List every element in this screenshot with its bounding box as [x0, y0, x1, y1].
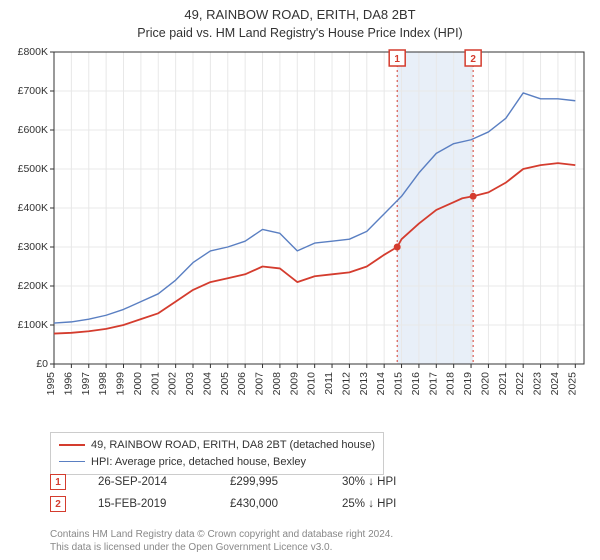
marker-date: 26-SEP-2014	[98, 476, 198, 488]
marker-badge: 1	[50, 474, 66, 490]
svg-text:£300K: £300K	[18, 241, 48, 253]
svg-text:2022: 2022	[514, 372, 526, 396]
svg-text:2002: 2002	[167, 372, 179, 396]
svg-text:2005: 2005	[219, 372, 231, 396]
marker-date: 15-FEB-2019	[98, 498, 198, 510]
svg-text:2003: 2003	[184, 372, 196, 396]
svg-text:2012: 2012	[340, 372, 352, 396]
svg-text:2016: 2016	[410, 372, 422, 396]
footnote: Contains HM Land Registry data © Crown c…	[50, 528, 393, 554]
svg-text:1995: 1995	[45, 372, 57, 396]
svg-text:2006: 2006	[236, 372, 248, 396]
legend-item: 49, RAINBOW ROAD, ERITH, DA8 2BT (detach…	[59, 437, 375, 454]
svg-text:2011: 2011	[323, 372, 335, 395]
svg-text:2: 2	[470, 54, 476, 65]
chart-subtitle: Price paid vs. HM Land Registry's House …	[0, 24, 600, 40]
svg-text:2017: 2017	[427, 372, 439, 396]
sale-markers-table: 1 26-SEP-2014 £299,995 30% ↓ HPI 2 15-FEB-201…	[50, 474, 396, 518]
legend-label: HPI: Average price, detached house, Bexl…	[91, 454, 306, 471]
svg-text:2001: 2001	[149, 372, 161, 396]
svg-text:1998: 1998	[97, 372, 109, 396]
svg-text:2024: 2024	[549, 372, 561, 396]
legend-swatch	[59, 461, 85, 462]
svg-text:£400K: £400K	[18, 202, 48, 214]
svg-text:2000: 2000	[132, 372, 144, 396]
marker-price: £430,000	[230, 498, 310, 510]
svg-text:2021: 2021	[497, 372, 509, 396]
svg-text:2025: 2025	[566, 372, 578, 396]
svg-text:2019: 2019	[462, 372, 474, 396]
svg-text:2020: 2020	[479, 372, 491, 396]
marker-price: £299,995	[230, 476, 310, 488]
marker-delta: 30% ↓ HPI	[342, 476, 396, 488]
marker-badge: 2	[50, 496, 66, 512]
svg-text:2023: 2023	[532, 372, 544, 396]
svg-text:2009: 2009	[288, 372, 300, 396]
svg-text:2010: 2010	[306, 372, 318, 396]
svg-text:2008: 2008	[271, 372, 283, 396]
svg-text:2014: 2014	[375, 372, 387, 396]
svg-text:1999: 1999	[115, 372, 127, 396]
marker-delta: 25% ↓ HPI	[342, 498, 396, 510]
svg-text:£200K: £200K	[18, 280, 48, 292]
svg-text:2004: 2004	[201, 372, 213, 396]
legend-item: HPI: Average price, detached house, Bexl…	[59, 454, 375, 471]
legend-swatch	[59, 444, 85, 446]
chart-title: 49, RAINBOW ROAD, ERITH, DA8 2BT	[0, 0, 600, 24]
svg-text:1: 1	[394, 54, 400, 65]
svg-text:£500K: £500K	[18, 163, 48, 175]
marker-row: 2 15-FEB-2019 £430,000 25% ↓ HPI	[50, 496, 396, 512]
svg-text:£800K: £800K	[18, 46, 48, 58]
chart-svg: £0 £100K £200K £300K £400K £500K £600K £700K £80…	[6, 44, 594, 424]
svg-text:1997: 1997	[80, 372, 92, 396]
marker-row: 1 26-SEP-2014 £299,995 30% ↓ HPI	[50, 474, 396, 490]
svg-text:2013: 2013	[358, 372, 370, 396]
svg-text:2018: 2018	[445, 372, 457, 396]
legend: 49, RAINBOW ROAD, ERITH, DA8 2BT (detach…	[50, 432, 384, 475]
footnote-line-1: Contains HM Land Registry data © Crown c…	[50, 528, 393, 541]
legend-label: 49, RAINBOW ROAD, ERITH, DA8 2BT (detach…	[91, 437, 375, 454]
footnote-line-2: This data is licensed under the Open Gov…	[50, 541, 393, 554]
svg-text:£0: £0	[36, 358, 48, 370]
chart-container: { "title": "49, RAINBOW ROAD, ERITH, DA8…	[0, 0, 600, 560]
svg-text:2015: 2015	[393, 372, 405, 396]
svg-text:£100K: £100K	[18, 319, 48, 331]
svg-text:1996: 1996	[62, 372, 74, 396]
svg-text:£700K: £700K	[18, 85, 48, 97]
chart-area: £0 £100K £200K £300K £400K £500K £600K £700K £80…	[6, 44, 594, 424]
svg-text:2007: 2007	[254, 372, 266, 396]
svg-text:£600K: £600K	[18, 124, 48, 136]
